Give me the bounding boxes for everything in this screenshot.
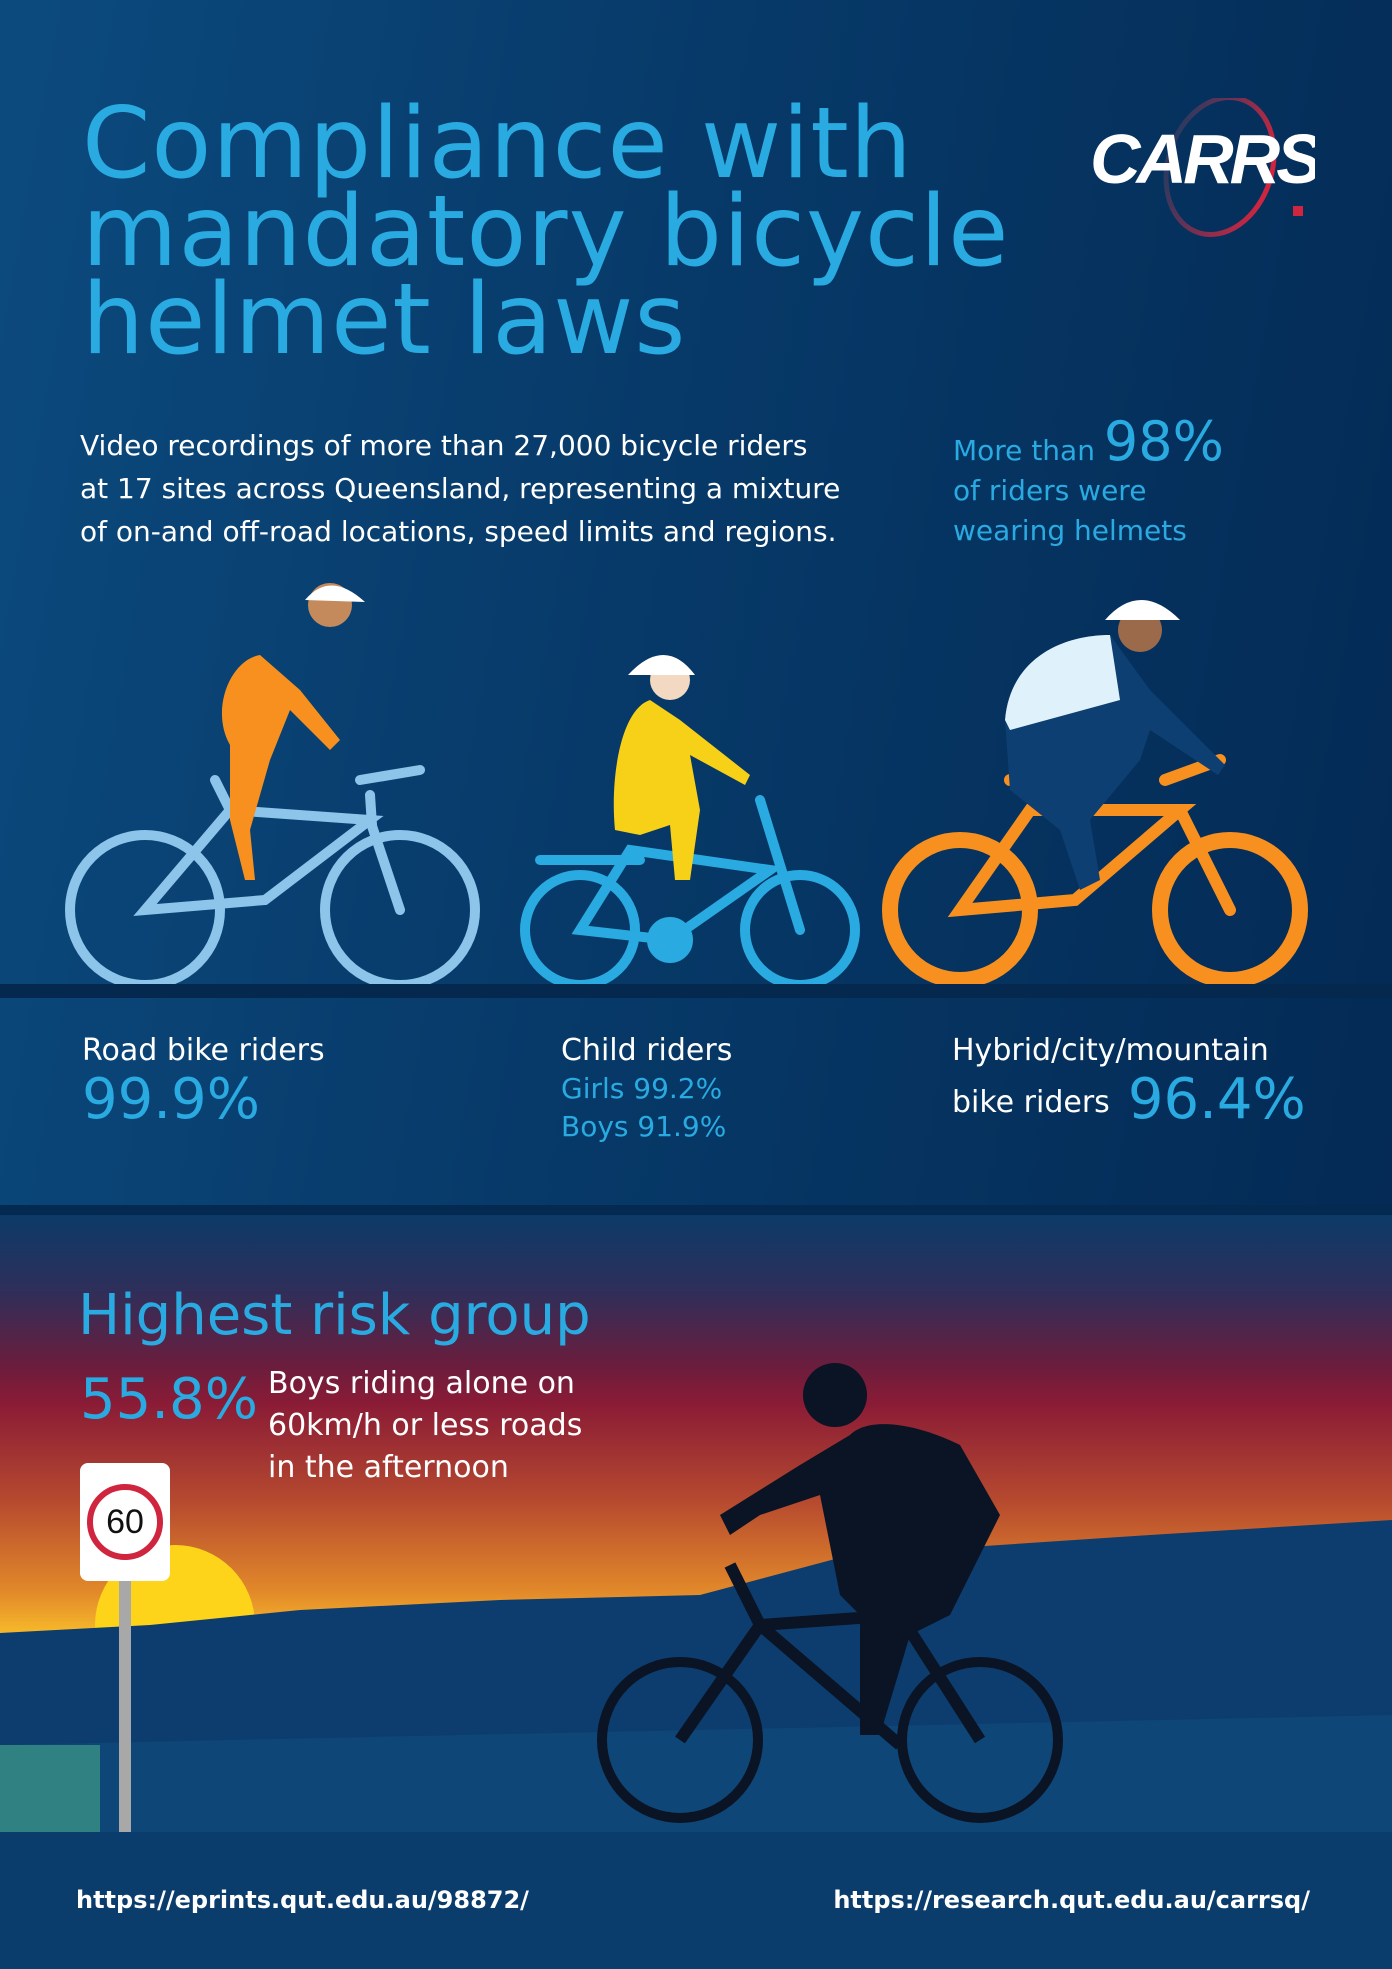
intro-line: Video recordings of more than 27,000 bic… — [80, 429, 808, 462]
group-road-bike: Road bike riders 99.9% — [82, 1032, 325, 1130]
highlight-line: of riders were — [953, 474, 1147, 507]
intro-line: of on-and off-road locations, speed limi… — [80, 515, 837, 548]
intro-text: Video recordings of more than 27,000 bic… — [80, 424, 940, 553]
highlight-value: 98% — [1103, 410, 1224, 473]
title-line: mandatory bicycle — [82, 175, 1010, 289]
risk-title: Highest risk group — [78, 1283, 591, 1348]
carrsq-link[interactable]: https://research.qut.edu.au/carrsq/ — [833, 1886, 1310, 1914]
group-value: 96.4% — [1127, 1067, 1306, 1132]
title-line: Compliance with — [82, 87, 913, 201]
svg-text:CARRS: CARRS — [1090, 120, 1315, 198]
boys-value: Boys 91.9% — [561, 1110, 727, 1143]
highlight-line: wearing helmets — [953, 514, 1187, 547]
group-label: bike riders — [952, 1085, 1110, 1120]
speed-limit-sign: 60 — [80, 1463, 170, 1581]
group-label: Hybrid/city/mountain — [952, 1033, 1269, 1068]
overall-compliance: More than 98% of riders were wearing hel… — [953, 415, 1224, 551]
sign-pole — [119, 1570, 131, 1832]
ground-line — [0, 984, 1392, 998]
risk-line: 60km/h or less roads — [268, 1408, 583, 1443]
speed-limit-value: 60 — [87, 1484, 163, 1560]
section-divider — [0, 1205, 1392, 1215]
group-hybrid: Hybrid/city/mountain bike riders 96.4% — [952, 1032, 1306, 1130]
hybrid-bike-rider-icon — [882, 600, 1308, 988]
intro-line: at 17 sites across Queensland, represent… — [80, 472, 841, 505]
risk-description: Boys riding alone on 60km/h or less road… — [268, 1363, 582, 1489]
carrs-logo: CARRS — [1090, 95, 1326, 238]
road-bike-rider-icon — [65, 583, 480, 990]
riders-illustration — [65, 583, 1308, 990]
title-line: helmet laws — [82, 263, 687, 377]
child-bike-rider-icon — [520, 655, 860, 990]
group-label: Child riders — [561, 1033, 733, 1068]
page-title: Compliance with mandatory bicycle helmet… — [82, 87, 1010, 377]
eprints-link[interactable]: https://eprints.qut.edu.au/98872/ — [76, 1886, 529, 1914]
highlight-prefix: More than — [953, 434, 1095, 467]
group-label: Road bike riders — [82, 1033, 325, 1068]
risk-value: 55.8% — [80, 1367, 258, 1432]
risk-line: in the afternoon — [268, 1450, 509, 1485]
silhouette-rider-icon — [597, 1363, 1063, 1823]
girls-value: Girls 99.2% — [561, 1072, 723, 1105]
group-value: 99.9% — [82, 1067, 260, 1132]
risk-line: Boys riding alone on — [268, 1366, 575, 1401]
sunset-scene — [0, 1363, 1392, 1969]
group-child: Child riders Girls 99.2% Boys 91.9% — [561, 1032, 732, 1146]
top-panel — [0, 0, 1392, 1205]
